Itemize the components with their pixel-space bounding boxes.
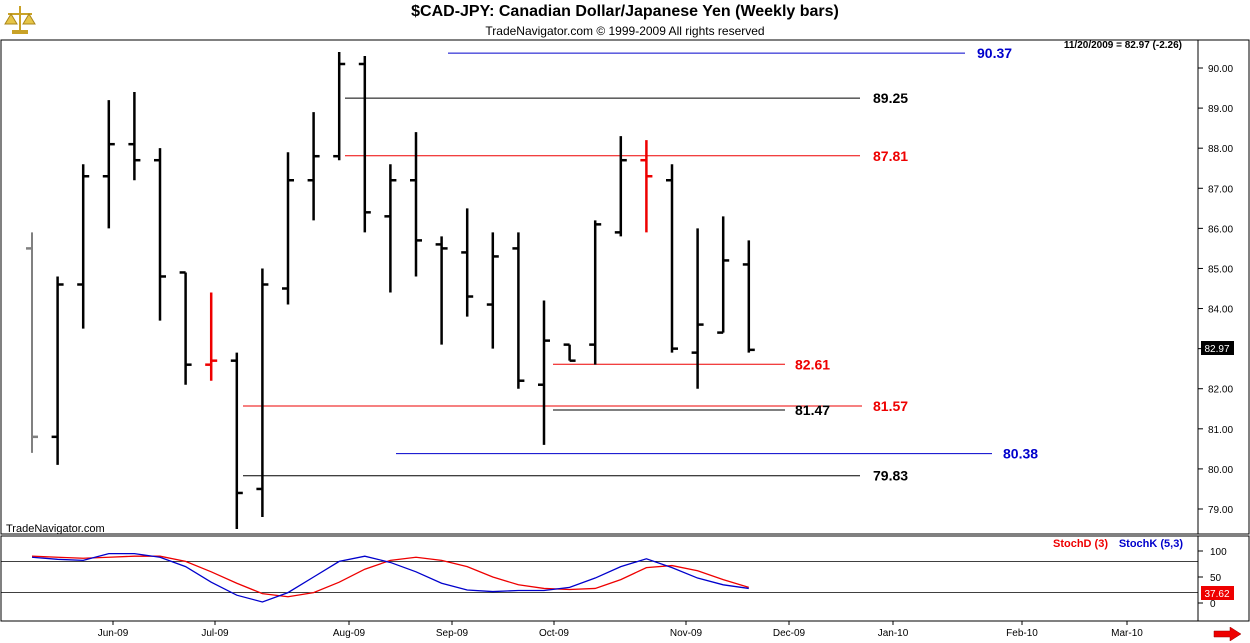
date-axis-label: Nov-09 — [670, 628, 703, 639]
date-axis-label: Jan-10 — [878, 628, 909, 639]
price-axis-label: 86.00 — [1208, 224, 1233, 235]
ohlc-bar — [538, 300, 550, 445]
ohlc-bar — [640, 140, 653, 233]
stoch-axis-label: 50 — [1210, 573, 1222, 584]
ohlc-bar — [256, 268, 269, 518]
stoch-axis-label: 0 — [1210, 599, 1216, 610]
date-axis-label: Feb-10 — [1006, 628, 1038, 639]
stoch-last-value-label: 37.62 — [1204, 589, 1229, 600]
level-label: 87.81 — [873, 148, 908, 164]
support-resistance-level: 79.83 — [243, 468, 908, 484]
date-axis-label: Jun-09 — [98, 628, 129, 639]
stoch-axis-label: 100 — [1210, 547, 1227, 558]
date-axis-label: Jul-09 — [201, 628, 229, 639]
ohlc-bar — [26, 232, 38, 453]
price-axis-label: 85.00 — [1208, 264, 1233, 275]
ohlc-bar — [563, 343, 576, 362]
price-axis-label: 88.00 — [1208, 144, 1233, 155]
level-label: 79.83 — [873, 468, 908, 484]
ohlc-bar — [691, 228, 704, 389]
support-resistance-level: 87.81 — [345, 148, 908, 164]
scroll-right-arrow-icon[interactable] — [1212, 627, 1242, 641]
price-axis-label: 79.00 — [1208, 505, 1233, 516]
last-quote-text: 11/20/2009 = 82.97 (-2.26) — [1064, 40, 1182, 51]
stoch-last-value-box — [1201, 586, 1234, 600]
price-axis-label: 82.00 — [1208, 385, 1233, 396]
support-resistance-level: 81.57 — [243, 398, 908, 414]
ohlc-bar — [282, 152, 294, 305]
level-label: 90.37 — [977, 45, 1012, 61]
stochk-line — [31, 552, 749, 603]
level-label: 89.25 — [873, 90, 908, 106]
chart-title: $CAD-JPY: Canadian Dollar/Japanese Yen (… — [411, 3, 839, 20]
stochd-legend: StochD (3) — [1053, 538, 1108, 550]
date-axis-label: Mar-10 — [1111, 628, 1143, 639]
ohlc-bar — [307, 112, 320, 221]
ohlc-bar — [410, 132, 422, 277]
support-resistance-level: 80.38 — [396, 446, 1038, 462]
date-axis-label: Aug-09 — [333, 628, 366, 639]
price-axis-label: 89.00 — [1208, 104, 1233, 115]
date-axis-label: Dec-09 — [773, 628, 806, 639]
last-price-box — [1201, 341, 1234, 355]
ohlc-bar — [461, 208, 474, 317]
ohlc-bar — [154, 148, 166, 321]
trade-navigator-logo-icon — [4, 6, 36, 34]
ohlc-bar — [384, 164, 397, 293]
last-price-label: 82.97 — [1204, 344, 1229, 355]
support-resistance-level: 89.25 — [345, 90, 908, 106]
ohlc-bar — [435, 236, 448, 345]
ohlc-bar — [614, 136, 627, 237]
ohlc-bar — [589, 220, 602, 365]
ohlc-bar — [77, 164, 90, 329]
ohlc-bar — [742, 240, 755, 353]
chart-subtitle: TradeNavigator.com © 1999-2009 All right… — [485, 24, 765, 38]
level-label: 82.61 — [795, 356, 830, 372]
stoch-panel-frame — [0, 535, 1199, 622]
ohlc-bar — [486, 232, 499, 349]
price-axis-label: 90.00 — [1208, 64, 1233, 75]
date-axis-label: Oct-09 — [539, 628, 569, 639]
price-axis-label: 87.00 — [1208, 184, 1233, 195]
ohlc-bar — [179, 271, 192, 385]
ohlc-bar — [128, 92, 141, 181]
ohlc-bar — [205, 292, 218, 381]
price-axis-label: 81.00 — [1208, 425, 1233, 436]
ohlc-bar — [102, 100, 115, 229]
support-resistance-level: 81.47 — [553, 402, 830, 418]
ohlc-bar — [51, 276, 64, 465]
stoch-axis-frame — [1197, 535, 1250, 622]
ohlc-bar — [717, 216, 730, 334]
price-axis-label: 84.00 — [1208, 305, 1233, 316]
ohlc-bar — [333, 51, 346, 161]
price-axis-label: 80.00 — [1208, 465, 1233, 476]
stochk-legend: StochK (5,3) — [1119, 538, 1184, 550]
ohlc-bar — [230, 352, 243, 530]
level-label: 80.38 — [1003, 446, 1038, 462]
support-resistance-level: 90.37 — [448, 45, 1012, 61]
date-axis-label: Sep-09 — [436, 628, 469, 639]
level-label: 81.47 — [795, 402, 830, 418]
ohlc-bar — [358, 55, 371, 233]
price-axis-frame — [1197, 39, 1250, 535]
watermark-text: TradeNavigator.com — [6, 523, 105, 535]
ohlc-bar — [666, 164, 678, 353]
ohlc-bar — [512, 232, 525, 389]
level-label: 81.57 — [873, 398, 908, 414]
support-resistance-level: 82.61 — [553, 356, 830, 372]
